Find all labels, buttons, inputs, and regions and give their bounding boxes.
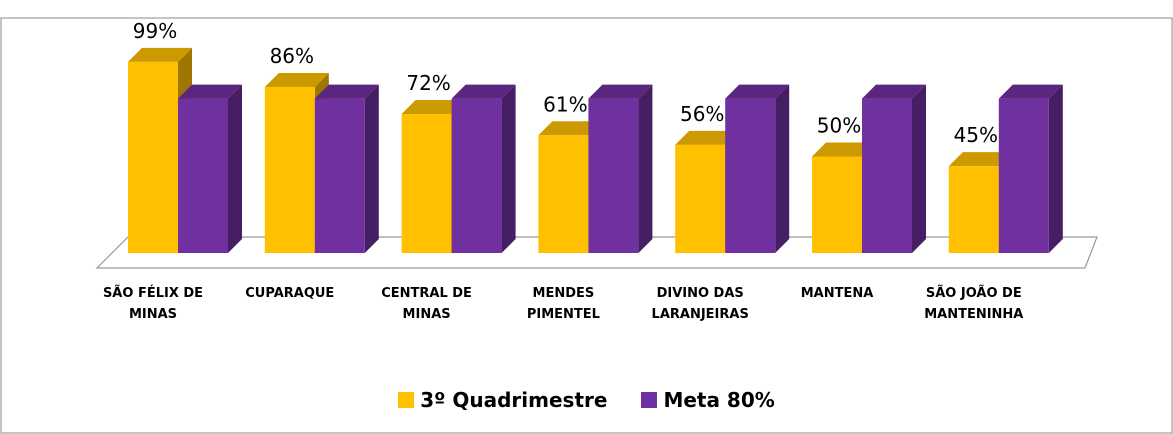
- bar-top: [862, 84, 926, 99]
- bar-top: [588, 84, 653, 99]
- bar-top: [401, 100, 466, 115]
- bar-top: [675, 130, 740, 145]
- x-tick-label: MENDES PIMENTEL: [526, 286, 600, 322]
- bar-front: [862, 98, 912, 253]
- bar: [314, 84, 379, 253]
- bar: [862, 84, 926, 253]
- bar-front: [401, 114, 452, 253]
- bar-top: [451, 84, 516, 99]
- legend-swatch: [641, 392, 658, 408]
- value-label: 72%: [406, 71, 450, 95]
- x-tick-label: SÃO JOÃO DE MANTENINHA: [924, 286, 1024, 322]
- bar-side: [638, 84, 653, 253]
- value-label: 56%: [680, 102, 724, 126]
- legend-swatch: [398, 392, 415, 408]
- x-tick-label: MANTENA: [800, 286, 874, 301]
- legend: 3º Quadrimestre Meta 80%: [0, 388, 1173, 412]
- value-label: 50%: [817, 114, 861, 138]
- bar-front: [725, 98, 776, 253]
- bar-front: [314, 98, 365, 253]
- bar-side: [501, 84, 516, 253]
- legend-label: 3º Quadrimestre: [420, 388, 608, 412]
- bar-front: [998, 98, 1049, 253]
- bar-side: [775, 84, 790, 253]
- bar-top: [998, 84, 1063, 99]
- bar-top: [314, 84, 379, 99]
- x-tick-label: CENTRAL DE MINAS: [381, 286, 472, 322]
- legend-item: 3º Quadrimestre: [398, 388, 607, 412]
- bar-top: [178, 84, 242, 99]
- bar-side: [364, 84, 379, 253]
- value-label: 61%: [543, 92, 587, 116]
- bar-front: [178, 98, 228, 253]
- bar: [725, 84, 790, 253]
- bar-front: [538, 135, 589, 253]
- bar-side: [912, 84, 926, 253]
- bar: [998, 84, 1063, 253]
- bar-front: [588, 98, 639, 253]
- bar-front: [675, 144, 726, 253]
- x-tick-label: SÃO FÉLIX DE MINAS: [102, 286, 204, 322]
- chart-frame: [0, 17, 1173, 434]
- bar-top: [264, 73, 329, 88]
- bar-front: [948, 166, 999, 253]
- bar-top: [538, 121, 603, 136]
- bar-top: [812, 142, 876, 157]
- bar-top: [948, 152, 1013, 167]
- legend-label: Meta 80%: [663, 388, 775, 412]
- legend-item: Meta 80%: [641, 388, 775, 412]
- bar-side: [228, 84, 242, 253]
- bar-front: [451, 98, 502, 253]
- bar-front: [128, 61, 178, 254]
- bar-top: [128, 47, 192, 62]
- bar-top: [725, 84, 790, 99]
- bar: [451, 84, 516, 253]
- bar-front: [812, 156, 862, 253]
- bar: [178, 84, 242, 253]
- value-label: 45%: [954, 123, 998, 147]
- bar-front: [264, 87, 315, 254]
- bar: [588, 84, 653, 253]
- bar-side: [1048, 84, 1063, 253]
- x-tick-label: CUPARAQUE: [245, 286, 335, 301]
- value-label: 99%: [133, 19, 177, 43]
- x-tick-label: DIVINO DAS LARANJEIRAS: [651, 286, 749, 322]
- value-label: 86%: [270, 44, 314, 68]
